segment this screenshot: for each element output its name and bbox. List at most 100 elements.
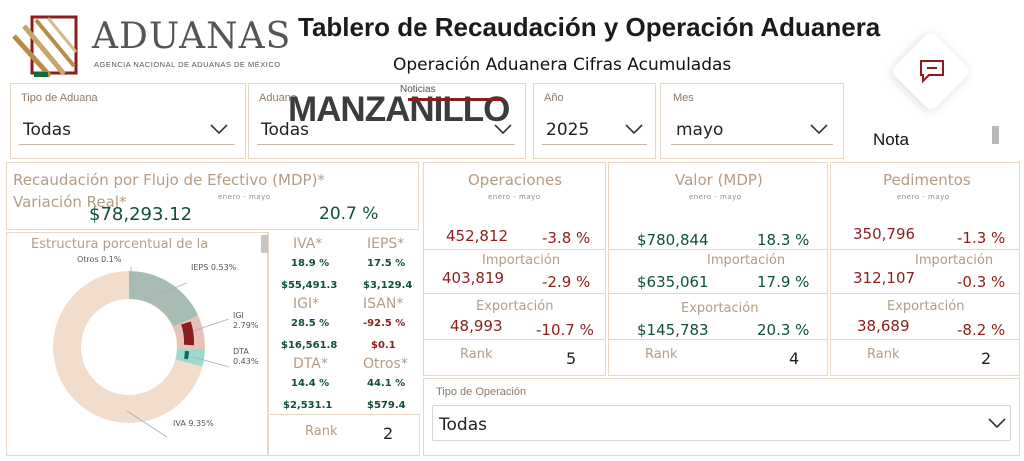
dta-label: DTA*: [293, 356, 328, 372]
chevron-down-icon[interactable]: [987, 416, 1007, 430]
valor-period: enero - mayo: [689, 193, 742, 201]
filter-anio-label: Año: [544, 92, 564, 104]
valor-importacion-label: Importación: [707, 253, 786, 268]
valor-rank-value: 4: [789, 349, 800, 368]
dta-pct: 14.4 %: [291, 378, 330, 389]
slice-label-igi-text: IGI 2.79%: [233, 311, 259, 330]
pedimentos-importacion: 312,107: [853, 269, 916, 287]
isan-amount: $0.1: [371, 340, 396, 351]
impuestos-panel: IVA* IEPS* 18.9 % 17.5 % $55,491.3 $3,12…: [268, 232, 420, 412]
recaudacion-panel: Recaudación por Flujo de Efectivo (MDP)*…: [6, 162, 419, 230]
valor-title: Valor (MDP): [675, 171, 763, 189]
filter-anio-value[interactable]: 2025: [546, 120, 590, 140]
chevron-down-icon[interactable]: [209, 122, 229, 136]
filter-anio[interactable]: Año 2025: [533, 83, 656, 159]
iva-amount: $55,491.3: [281, 280, 338, 291]
pedimentos-exportacion-var: -8.2 %: [957, 321, 1006, 339]
recaudacion-variacion: 20.7 %: [319, 204, 379, 224]
pedimentos-importacion-label: Importación: [915, 253, 994, 268]
otros-amount: $579.4: [367, 400, 406, 411]
isan-pct: -92.5 %: [363, 318, 406, 329]
tipo-operacion-select[interactable]: Todas: [432, 405, 1011, 441]
ieps-label: IEPS*: [367, 236, 405, 252]
estructura-title: Estructura porcentual de la: [31, 237, 209, 252]
watermark-top: Noticias: [400, 84, 436, 95]
iva-pct: 18.9 %: [291, 258, 330, 269]
otros-label: Otros*: [363, 356, 408, 372]
valor-importacion-var: 17.9 %: [757, 273, 810, 291]
operaciones-importacion-label: Importación: [482, 253, 561, 268]
pedimentos-period: enero - mayo: [897, 193, 950, 201]
filter-aduana[interactable]: Aduana Todas: [248, 83, 526, 159]
chat-bubble-icon[interactable]: [917, 58, 947, 84]
pedimentos-exportacion-label: Exportación: [887, 299, 965, 314]
page-subtitle: Operación Aduanera Cifras Acumuladas: [393, 55, 732, 75]
filter-tipo-aduana-value[interactable]: Todas: [23, 120, 71, 140]
operaciones-importacion: 403,819: [442, 269, 505, 287]
chevron-down-icon[interactable]: [493, 122, 513, 136]
pedimentos-exportacion: 38,689: [857, 317, 910, 335]
watermark-logo: Noticias MANZANILLO: [288, 84, 520, 130]
recaudacion-total: $78,293.12: [89, 204, 193, 225]
pedimentos-total-var: -1.3 %: [957, 229, 1006, 247]
slice-label-dta-text: DTA 0.43%: [233, 347, 259, 366]
impuestos-rank-label: Rank: [305, 424, 338, 439]
igi-amount: $16,561.8: [281, 340, 338, 351]
filter-tipo-aduana[interactable]: Tipo de Aduana Todas: [10, 83, 246, 159]
operaciones-title: Operaciones: [468, 171, 563, 189]
slice-label-ieps: IEPS 0.53%: [191, 263, 237, 272]
estructura-panel: Estructura porcentual de la Otros 0.1% I…: [6, 232, 268, 456]
logo-name: ADUANAS: [92, 16, 292, 57]
impuestos-rank-panel: Rank 2: [268, 414, 420, 456]
estructura-donut-chart: [51, 267, 230, 438]
nota-scrollbar[interactable]: [992, 126, 999, 144]
chevron-down-icon[interactable]: [809, 122, 829, 136]
pedimentos-rank-value: 2: [981, 349, 992, 368]
pedimentos-title: Pedimentos: [883, 171, 971, 189]
filter-aduana-label: Aduana: [259, 92, 297, 104]
pedimentos-panel: Pedimentos enero - mayo 350,796 -1.3 % I…: [830, 162, 1020, 376]
operaciones-rank-label: Rank: [460, 347, 493, 362]
otros-pct: 44.1 %: [367, 378, 406, 389]
recaudacion-period: enero - mayo: [218, 193, 271, 201]
iva-label: IVA*: [293, 236, 323, 252]
operaciones-exportacion-label: Exportación: [476, 299, 554, 314]
recaudacion-variacion-label: Variación Real*: [13, 193, 127, 211]
slice-label-iva: IVA 9.35%: [173, 419, 214, 428]
filter-mes-value[interactable]: mayo: [676, 120, 724, 140]
operaciones-total: 452,812: [446, 227, 509, 245]
pedimentos-total: 350,796: [853, 225, 916, 243]
aduanas-emblem-icon: [12, 15, 78, 78]
isan-label: ISAN*: [363, 296, 404, 312]
igi-label: IGI*: [293, 296, 320, 312]
operaciones-exportacion: 48,993: [450, 317, 503, 335]
operaciones-panel: Operaciones enero - mayo 452,812 -3.8 % …: [423, 162, 606, 376]
valor-total: $780,844: [637, 231, 709, 249]
ieps-amount: $3,129.4: [363, 280, 413, 291]
pedimentos-rank-label: Rank: [867, 347, 900, 362]
filter-tipo-aduana-label: Tipo de Aduana: [21, 92, 98, 104]
pedimentos-importacion-var: -0.3 %: [957, 273, 1006, 291]
valor-panel: Valor (MDP) enero - mayo $780,844 18.3 %…: [608, 162, 828, 376]
chevron-down-icon[interactable]: [624, 122, 644, 136]
filter-aduana-value[interactable]: Todas: [261, 120, 309, 140]
estructura-scrollbar[interactable]: [261, 235, 268, 253]
nota-label[interactable]: Nota: [873, 130, 909, 149]
filter-mes[interactable]: Mes mayo: [660, 83, 844, 159]
impuestos-rank-value: 2: [383, 424, 394, 443]
filter-tipo-operacion-label: Tipo de Operación: [436, 386, 527, 398]
ieps-pct: 17.5 %: [367, 258, 406, 269]
slice-label-igi: IGI 2.79%: [233, 311, 265, 331]
recaudacion-title: Recaudación por Flujo de Efectivo (MDP)*: [13, 171, 325, 189]
valor-exportacion: $145,783: [637, 321, 709, 339]
tipo-operacion-value[interactable]: Todas: [439, 415, 487, 435]
valor-total-var: 18.3 %: [757, 231, 810, 249]
operaciones-total-var: -3.8 %: [542, 229, 591, 247]
operaciones-importacion-var: -2.9 %: [542, 273, 591, 291]
page-title: Tablero de Recaudación y Operación Aduan…: [298, 12, 881, 42]
valor-importacion: $635,061: [637, 273, 709, 291]
watermark-main: MANZANILLO: [288, 90, 510, 129]
slice-label-otros: Otros 0.1%: [77, 255, 122, 264]
filter-tipo-operacion[interactable]: Tipo de Operación Todas: [423, 378, 1020, 456]
valor-exportacion-label: Exportación: [681, 301, 759, 316]
